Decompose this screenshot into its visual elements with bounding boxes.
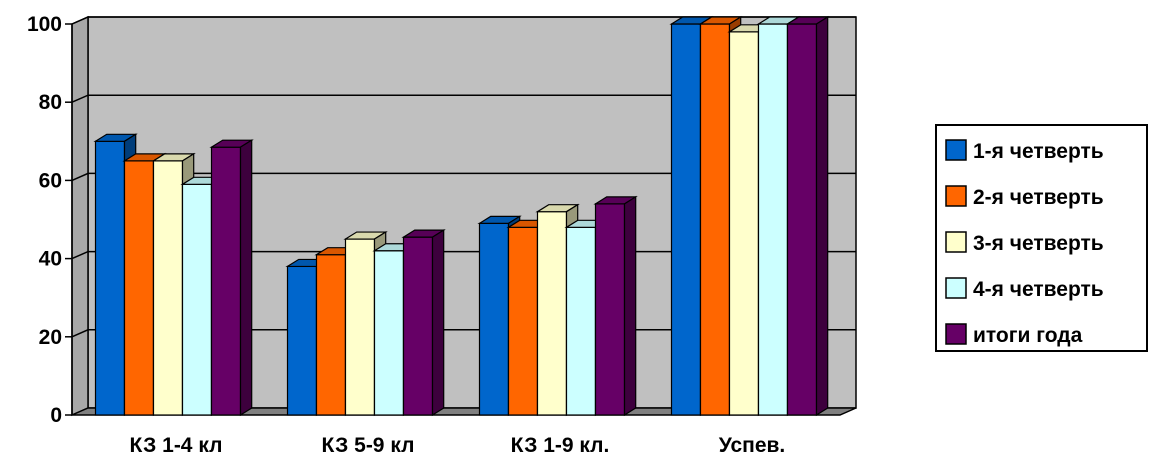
x-axis-categories: КЗ 1-4 кл КЗ 5-9 кл КЗ 1-9 кл. Успев. (130, 434, 786, 457)
gridline (71, 16, 856, 25)
legend-label: итоги года (973, 324, 1083, 347)
y-tick-label: 0 (50, 404, 62, 427)
bar-group (93, 133, 254, 417)
gridline (71, 172, 856, 182)
legend-label: 1-я четверть (973, 140, 1104, 163)
bar-group (669, 15, 830, 417)
y-tick-label: 60 (39, 169, 62, 192)
legend-item: 3-я четверть (945, 231, 1104, 255)
x-category-label: Успев. (719, 434, 786, 457)
bar-group (285, 229, 446, 417)
legend: 1-я четверть 2-я четверть 3-я четверть 4-я … (935, 124, 1148, 352)
gridline (71, 94, 856, 103)
legend-swatch (945, 185, 967, 207)
legend-box (935, 124, 1148, 352)
y-tick-label: 80 (39, 91, 62, 114)
legend-item: итоги года (945, 323, 1083, 347)
y-tick-label: 100 (27, 13, 62, 36)
legend-label: 4-я четверть (973, 278, 1104, 301)
bars (93, 15, 830, 417)
plot-side-wall (71, 15, 89, 417)
bar (401, 229, 446, 417)
bar-group (477, 195, 638, 417)
y-tick-label: 20 (39, 326, 62, 349)
y-axis-ticks: 0 20 40 60 80 100 (27, 13, 73, 427)
x-category-label: КЗ 5-9 кл (322, 434, 415, 457)
legend-swatch (945, 323, 967, 345)
legend-item: 2-я четверть (945, 185, 1104, 209)
bar (209, 139, 254, 417)
legend-item: 4-я четверть (945, 277, 1104, 301)
x-category-label: КЗ 1-4 кл (130, 434, 223, 457)
bar (785, 15, 830, 417)
legend-label: 2-я четверть (973, 186, 1104, 209)
y-tick-label: 40 (39, 248, 62, 271)
x-category-label: КЗ 1-9 кл. (511, 434, 610, 457)
legend-label: 3-я четверть (973, 232, 1104, 255)
legend-swatch (945, 231, 967, 253)
legend-item: 1-я четверть (945, 139, 1104, 163)
bar (593, 195, 638, 417)
legend-swatch (945, 139, 967, 161)
legend-swatch (945, 277, 967, 299)
